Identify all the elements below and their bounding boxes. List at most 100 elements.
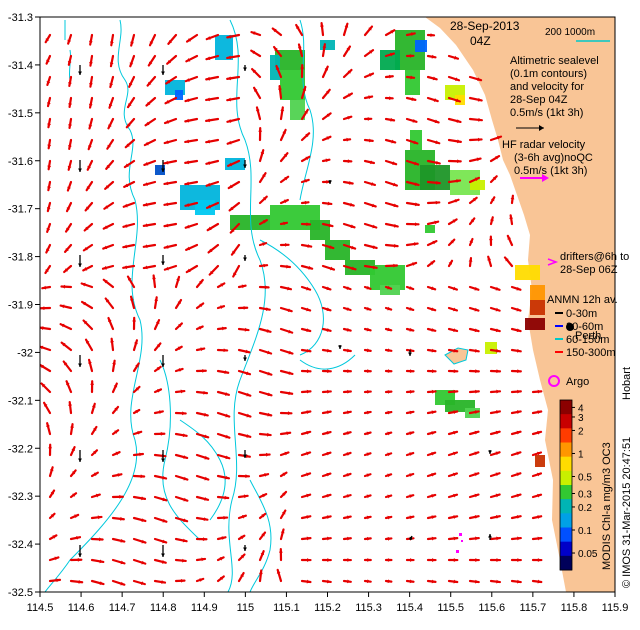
velocity-arrow-head <box>367 117 372 121</box>
chl-patch <box>280 70 305 100</box>
velocity-arrow-head <box>474 493 479 498</box>
chl-patch <box>515 265 540 280</box>
velocity-arrow-head <box>108 124 112 129</box>
velocity-arrow-head <box>83 267 88 271</box>
chl-patch <box>525 318 545 330</box>
velocity-arrow-head <box>240 573 244 578</box>
chl-patch <box>225 158 245 170</box>
y-tick-label: -32.4 <box>8 539 33 551</box>
velocity-arrow-head <box>254 87 258 92</box>
velocity-arrow-head <box>207 226 212 231</box>
velocity-arrow-head <box>326 431 331 435</box>
velocity-arrow-head <box>263 263 268 268</box>
y-tick-label: -32.3 <box>8 491 33 503</box>
velocity-arrow-head <box>455 77 459 81</box>
alt-line-2: (0.1m contours) <box>510 68 587 80</box>
velocity-arrow-head <box>206 139 211 144</box>
velocity-arrow-head <box>114 406 119 411</box>
velocity-arrow-head <box>103 225 108 229</box>
velocity-arrow-head <box>369 50 374 54</box>
velocity-arrow-head <box>64 268 69 272</box>
velocity-arrow-head <box>325 158 330 163</box>
chl-patch <box>410 130 422 150</box>
velocity-arrow-head <box>83 246 88 251</box>
velocity-arrow-head <box>306 222 310 227</box>
velocity-arrow-head <box>144 182 148 186</box>
velocity-arrow-head <box>495 472 500 477</box>
velocity-arrow-head <box>488 236 493 241</box>
velocity-arrow-head <box>469 239 473 243</box>
chlorophyll-patches <box>155 30 545 467</box>
velocity-arrow-head <box>199 303 204 308</box>
velocity-arrow-head <box>78 579 83 584</box>
velocity-arrow-head <box>326 113 331 118</box>
velocity-arrow-head <box>67 186 71 191</box>
velocity-arrow-head <box>306 307 311 312</box>
velocity-arrow-head <box>537 472 541 477</box>
velocity-arrow-head <box>392 161 397 165</box>
velocity-arrow-head <box>183 476 188 481</box>
velocity-arrow-head <box>223 348 228 353</box>
chl-patch <box>325 240 350 260</box>
velocity-arrow-head <box>45 38 50 43</box>
velocity-arrow-head <box>350 224 355 229</box>
velocity-arrow-head <box>304 109 308 114</box>
velocity-arrow-head <box>230 228 235 233</box>
velocity-arrow-head <box>156 366 161 371</box>
velocity-arrow-head <box>435 200 440 205</box>
velocity-arrow-head <box>300 65 305 69</box>
velocity-arrow-head <box>178 323 182 328</box>
velocity-arrow-head <box>108 103 113 108</box>
chl-patch <box>175 90 183 100</box>
velocity-arrow-head <box>516 451 521 456</box>
velocity-arrow-head <box>496 558 500 562</box>
velocity-arrow-head <box>537 493 542 498</box>
velocity-arrow-head <box>474 451 479 456</box>
velocity-arrow-head <box>287 286 291 291</box>
velocity-arrow-head <box>140 474 145 479</box>
velocity-arrow-head <box>409 369 414 374</box>
velocity-arrow-head <box>348 181 353 185</box>
chl-patch <box>380 285 400 295</box>
drifter-legend-arrow <box>547 258 559 266</box>
x-tick-label: 114.8 <box>150 602 177 614</box>
velocity-arrow-head <box>74 514 79 519</box>
velocity-arrow-head <box>227 97 232 102</box>
velocity-arrow-head <box>410 558 414 562</box>
velocity-arrow-head <box>280 107 285 112</box>
velocity-arrow-head <box>49 467 54 472</box>
velocity-arrow-head <box>517 536 521 541</box>
velocity-arrow-head <box>306 410 311 415</box>
velocity-arrow-head <box>88 40 93 45</box>
velocity-arrow-head <box>431 431 436 435</box>
chl-patch <box>290 100 305 120</box>
velocity-arrow-head <box>222 326 226 331</box>
velocity-arrow-head <box>241 514 246 519</box>
velocity-arrow-head <box>509 215 514 220</box>
velocity-arrow-head <box>66 381 70 386</box>
velocity-arrow-head <box>413 140 418 145</box>
velocity-arrow-head <box>453 493 458 498</box>
velocity-arrow-head <box>387 431 392 436</box>
velocity-arrow-head <box>288 371 293 375</box>
velocity-arrow-head <box>220 305 224 310</box>
velocity-arrow-head <box>180 578 185 583</box>
velocity-arrow-head <box>504 257 509 262</box>
velocity-arrow-head <box>183 497 188 502</box>
velocity-arrow-head <box>393 203 398 208</box>
velocity-arrow-head <box>326 328 331 332</box>
velocity-arrow-head <box>409 327 414 332</box>
velocity-arrow-head <box>431 536 436 541</box>
velocity-arrow-head <box>387 579 392 584</box>
velocity-arrow-head <box>252 69 256 73</box>
velocity-arrow-head <box>146 101 151 106</box>
chl-patch <box>405 70 420 95</box>
velocity-arrow-head <box>264 473 269 477</box>
anmn-item-4: 150-300m <box>566 347 616 359</box>
velocity-arrow-head <box>288 329 293 334</box>
velocity-arrow-head <box>183 455 188 459</box>
velocity-arrow-head <box>266 452 270 457</box>
velocity-arrow-head <box>154 297 159 302</box>
velocity-arrow-head <box>141 496 145 501</box>
velocity-arrow-head <box>282 491 287 496</box>
